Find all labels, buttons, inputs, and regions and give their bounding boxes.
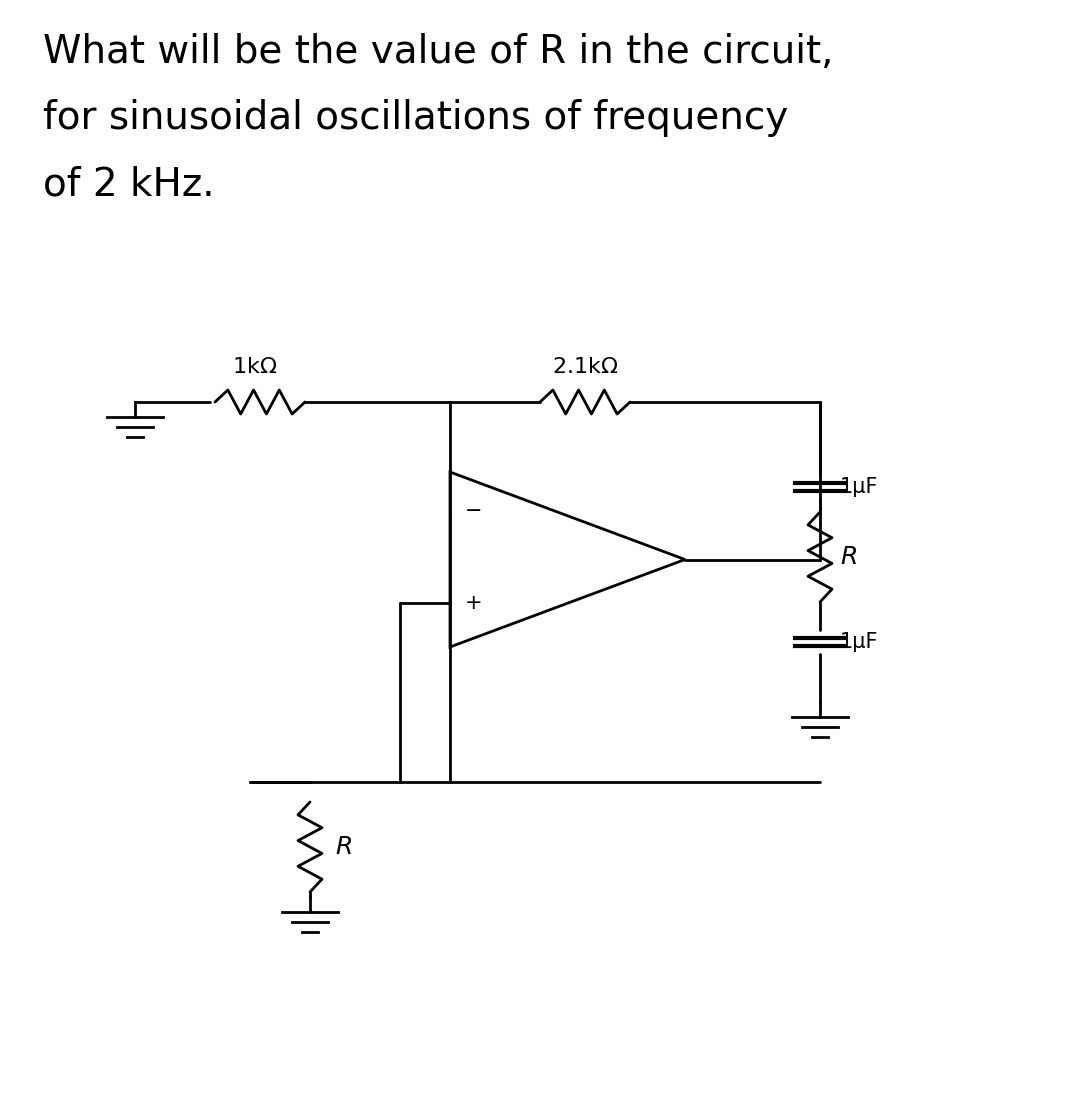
Text: for sinusoidal oscillations of frequency: for sinusoidal oscillations of frequency (43, 99, 788, 137)
Text: +: + (465, 593, 483, 613)
Text: 1μF: 1μF (840, 477, 878, 497)
Text: R: R (335, 835, 352, 858)
Text: of 2 kHz.: of 2 kHz. (43, 165, 215, 203)
Text: What will be the value of R in the circuit,: What will be the value of R in the circu… (43, 33, 834, 71)
Text: −: − (465, 500, 483, 521)
Text: 1k$\Omega$: 1k$\Omega$ (232, 357, 278, 377)
Text: 1μF: 1μF (840, 633, 878, 652)
Text: 2.1k$\Omega$: 2.1k$\Omega$ (552, 357, 618, 377)
Text: R: R (840, 545, 858, 569)
